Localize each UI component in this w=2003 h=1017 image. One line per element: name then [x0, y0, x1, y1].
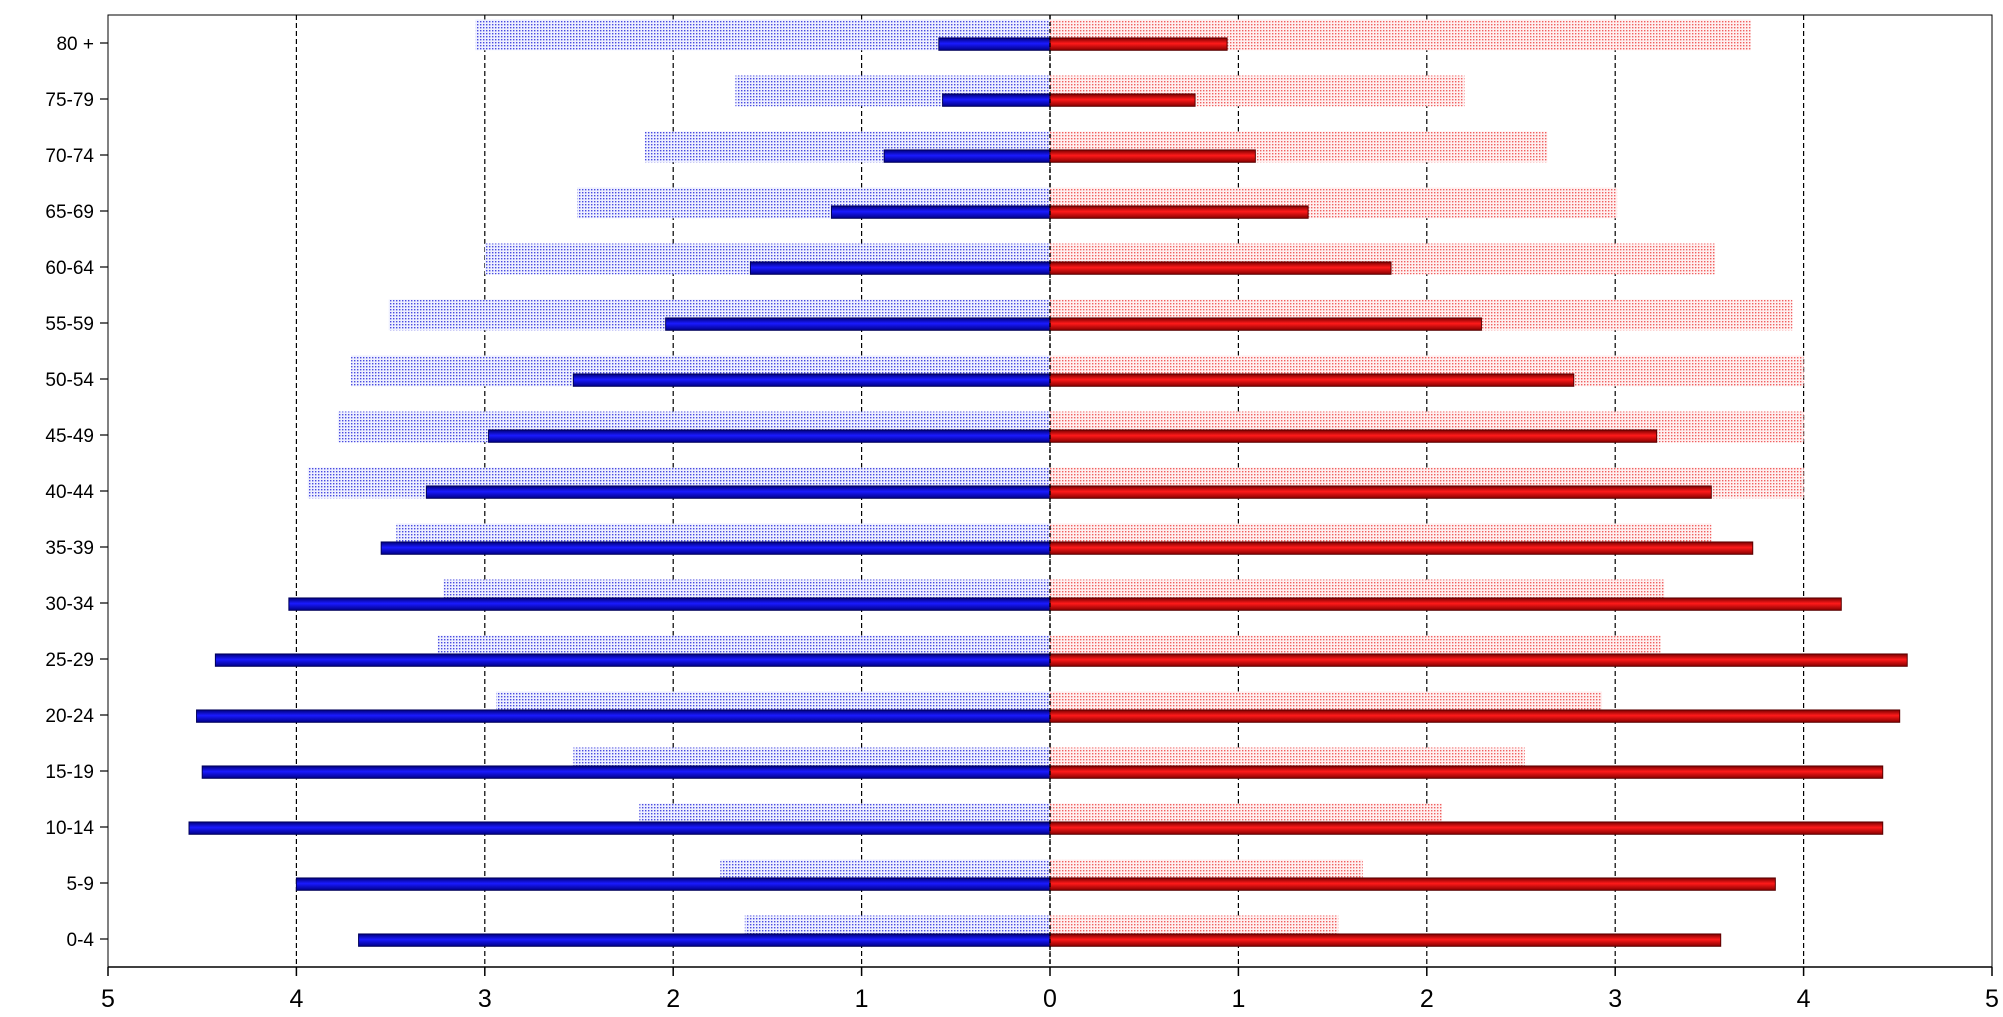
- y-tick-label: 45-49: [45, 426, 94, 447]
- bar-right-45-49: [1050, 430, 1657, 442]
- y-tick-label: 20-24: [45, 706, 94, 727]
- y-tick-label: 75-79: [45, 90, 94, 111]
- bar-left-55-59: [666, 318, 1050, 330]
- bar-left-10-14: [189, 822, 1050, 834]
- bar-left-0-4: [359, 934, 1050, 946]
- bar-right-35-39: [1050, 542, 1753, 554]
- bar-left-20-24: [197, 710, 1050, 722]
- bar-left-40-44: [426, 486, 1050, 498]
- y-tick-label: 55-59: [45, 314, 94, 335]
- y-tick-label: 80 +: [56, 34, 94, 55]
- bar-left-50-54: [573, 374, 1050, 386]
- bar-right-55-59: [1050, 318, 1481, 330]
- x-tick-label: 2: [1420, 985, 1434, 1013]
- y-tick-label: 50-54: [45, 370, 94, 391]
- y-tick-label: 15-19: [45, 762, 94, 783]
- x-tick-label: 5: [101, 985, 115, 1013]
- y-tick-label: 65-69: [45, 202, 94, 223]
- x-tick-label: 0: [1043, 985, 1057, 1013]
- x-tick-label: 4: [1797, 985, 1811, 1013]
- bar-left-75-79: [943, 94, 1050, 106]
- bar-right-10-14: [1050, 822, 1883, 834]
- bar-left-25-29: [215, 654, 1050, 666]
- bar-right-20-24: [1050, 710, 1900, 722]
- bar-left-60-64: [750, 262, 1050, 274]
- bar-left-65-69: [831, 206, 1050, 218]
- bar-right-30-34: [1050, 598, 1841, 610]
- x-tick-label: 4: [289, 985, 303, 1013]
- bar-right-15-19: [1050, 766, 1883, 778]
- bar-left-80 +: [939, 38, 1050, 50]
- y-tick-label: 60-64: [45, 258, 94, 279]
- bar-left-70-74: [884, 150, 1050, 162]
- bar-left-15-19: [202, 766, 1050, 778]
- x-tick-label: 3: [478, 985, 492, 1013]
- y-tick-label: 35-39: [45, 538, 94, 559]
- bar-left-45-49: [489, 430, 1050, 442]
- bar-right-50-54: [1050, 374, 1574, 386]
- bar-right-60-64: [1050, 262, 1391, 274]
- y-tick-label: 40-44: [45, 482, 94, 503]
- bar-right-0-4: [1050, 934, 1721, 946]
- bar-left-5-9: [296, 878, 1050, 890]
- bar-right-40-44: [1050, 486, 1711, 498]
- bar-right-65-69: [1050, 206, 1308, 218]
- x-tick-label: 3: [1608, 985, 1622, 1013]
- x-tick-label: 2: [666, 985, 680, 1013]
- bar-left-35-39: [381, 542, 1050, 554]
- y-tick-label: 5-9: [67, 874, 94, 895]
- y-tick-label: 10-14: [45, 818, 94, 839]
- x-tick-label: 5: [1985, 985, 1999, 1013]
- x-tick-label: 1: [855, 985, 869, 1013]
- bar-right-80 +: [1050, 38, 1227, 50]
- bar-right-75-79: [1050, 94, 1195, 106]
- x-tick-label: 1: [1231, 985, 1245, 1013]
- bar-right-5-9: [1050, 878, 1775, 890]
- bar-right-70-74: [1050, 150, 1255, 162]
- y-tick-label: 25-29: [45, 650, 94, 671]
- y-tick-label: 30-34: [45, 594, 94, 615]
- bar-right-25-29: [1050, 654, 1907, 666]
- y-tick-label: 70-74: [45, 146, 94, 167]
- y-tick-label: 0-4: [67, 930, 95, 951]
- bar-left-30-34: [289, 598, 1050, 610]
